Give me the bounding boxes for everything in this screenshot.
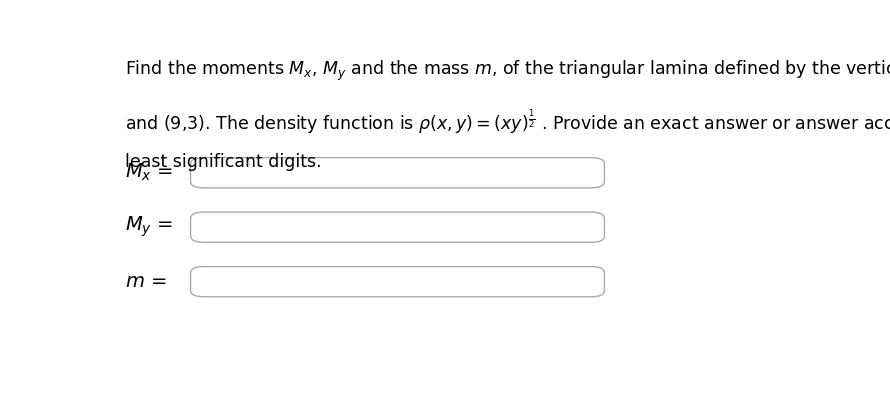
- FancyBboxPatch shape: [190, 158, 604, 188]
- Text: $M_x$ =: $M_x$ =: [125, 162, 173, 184]
- Text: least significant digits.: least significant digits.: [125, 153, 321, 171]
- Text: $M_y$ =: $M_y$ =: [125, 215, 173, 239]
- Text: $m$ =: $m$ =: [125, 272, 166, 291]
- FancyBboxPatch shape: [190, 266, 604, 297]
- Text: Find the moments $M_x$, $M_y$ and the mass $m$, of the triangular lamina defined: Find the moments $M_x$, $M_y$ and the ma…: [125, 59, 890, 83]
- Text: and (9,3). The density function is $\rho(x, y) = (xy)^{\frac{1}{2}}$ . Provide a: and (9,3). The density function is $\rho…: [125, 108, 890, 136]
- FancyBboxPatch shape: [190, 212, 604, 242]
